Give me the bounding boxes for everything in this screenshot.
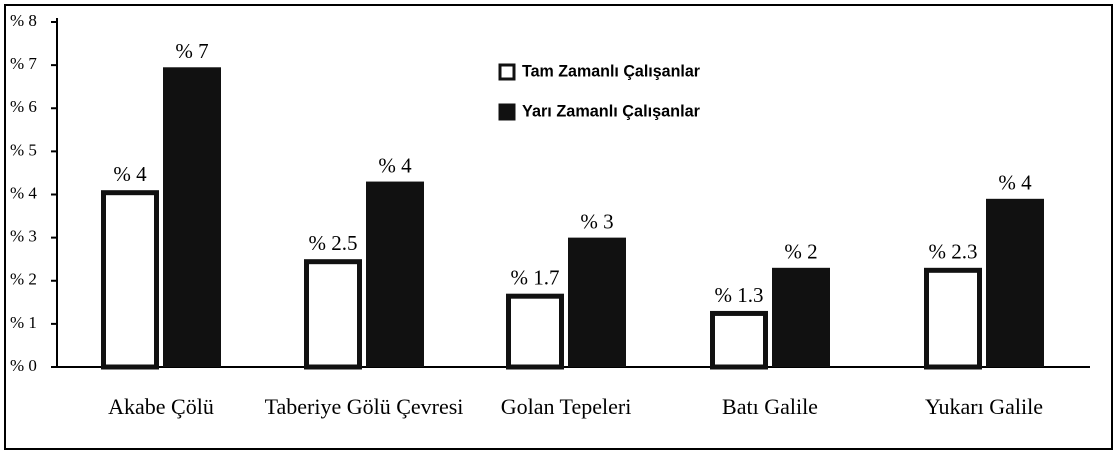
x-tick-label: Akabe Çölü [108,394,214,419]
bar [568,237,626,367]
bar [366,181,424,367]
y-tick-label: % 8 [10,11,37,30]
legend-label: Tam Zamanlı Çalışanlar [522,61,700,80]
data-label: % 7 [175,39,208,63]
x-tick-label: Batı Galile [722,394,818,419]
bar [101,190,159,370]
data-label: % 4 [378,153,412,177]
bar [506,293,564,370]
data-label: % 4 [113,162,147,186]
bar [924,267,982,370]
legend-swatch [498,103,516,121]
data-label: % 1.7 [511,266,560,290]
y-tick-label: % 0 [10,356,37,375]
x-tick-label: Golan Tepeleri [500,394,632,419]
frame [4,4,1113,450]
y-tick-label: % 2 [10,270,37,289]
data-label: % 4 [998,171,1032,195]
y-tick-label: % 7 [10,54,37,73]
legend-swatch [498,63,516,81]
data-label: % 3 [580,209,613,233]
x-tick-label: Taberiye Gölü Çevresi [264,394,464,419]
bar [986,198,1044,367]
data-label: % 1.3 [715,283,764,307]
y-tick-label: % 3 [10,227,37,246]
y-tick-label: % 4 [10,183,37,202]
y-tick-label: % 6 [10,97,37,116]
legend-label: Yarı Zamanlı Çalışanlar [522,101,700,120]
bar [772,267,830,367]
bar [304,259,362,370]
y-tick-label: % 1 [10,313,37,332]
bar [710,310,768,370]
bar [163,67,221,367]
x-tick-label: Yukarı Galile [925,394,1043,419]
data-label: % 2 [784,240,817,264]
data-label: % 2.5 [309,231,358,255]
y-tick-label: % 5 [10,140,37,159]
data-label: % 2.3 [929,240,978,264]
